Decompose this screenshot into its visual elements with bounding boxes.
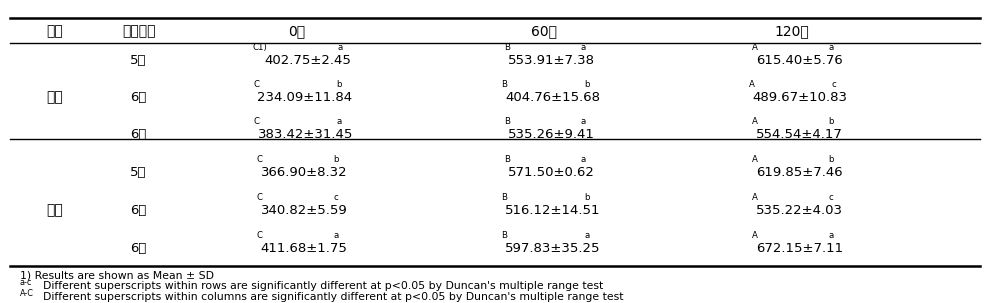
- Text: A: A: [751, 193, 757, 202]
- Text: b: b: [829, 117, 834, 126]
- Text: a: a: [334, 231, 339, 240]
- Text: b: b: [829, 155, 834, 164]
- Text: 품종: 품종: [47, 24, 62, 38]
- Text: 383.42±31.45: 383.42±31.45: [257, 128, 352, 141]
- Text: C: C: [256, 155, 262, 164]
- Text: 파주: 파주: [47, 90, 62, 104]
- Text: B: B: [501, 231, 507, 240]
- Text: Different superscripts within columns are significantly different at p<0.05 by D: Different superscripts within columns ar…: [43, 292, 623, 302]
- Text: A: A: [751, 117, 757, 126]
- Text: 1) Results are shown as Mean ± SD: 1) Results are shown as Mean ± SD: [20, 270, 214, 280]
- Text: A: A: [748, 80, 754, 89]
- Text: 411.68±1.75: 411.68±1.75: [260, 242, 347, 255]
- Text: C1): C1): [252, 43, 267, 52]
- Text: 404.76±15.68: 404.76±15.68: [505, 91, 600, 104]
- Text: 0일: 0일: [288, 24, 306, 38]
- Text: 파종시기: 파종시기: [122, 24, 155, 38]
- Text: 597.83±35.25: 597.83±35.25: [505, 242, 601, 255]
- Text: C: C: [253, 117, 259, 126]
- Text: 615.40±5.76: 615.40±5.76: [755, 54, 842, 67]
- Text: B: B: [501, 80, 507, 89]
- Text: 672.15±7.11: 672.15±7.11: [755, 242, 842, 255]
- Text: B: B: [504, 117, 510, 126]
- Text: C: C: [256, 193, 262, 202]
- Text: c: c: [832, 80, 837, 89]
- Text: 6中: 6中: [131, 91, 147, 104]
- Text: 6下: 6下: [131, 242, 147, 255]
- Text: 554.54±4.17: 554.54±4.17: [755, 128, 842, 141]
- Text: a-c: a-c: [20, 278, 32, 287]
- Text: 하동: 하동: [47, 203, 62, 217]
- Text: C: C: [256, 231, 262, 240]
- Text: a: a: [338, 43, 343, 52]
- Text: b: b: [584, 193, 589, 202]
- Text: Different superscripts within rows are significantly different at p<0.05 by Dunc: Different superscripts within rows are s…: [43, 281, 603, 291]
- Text: c: c: [334, 193, 338, 202]
- Text: b: b: [584, 80, 589, 89]
- Text: a: a: [581, 43, 586, 52]
- Text: 60일: 60일: [532, 24, 557, 38]
- Text: A: A: [751, 43, 757, 52]
- Text: a: a: [337, 117, 342, 126]
- Text: 535.22±4.03: 535.22±4.03: [755, 204, 842, 217]
- Text: A-C: A-C: [20, 289, 34, 298]
- Text: B: B: [504, 155, 510, 164]
- Text: A: A: [751, 155, 757, 164]
- Text: 6下: 6下: [131, 128, 147, 141]
- Text: b: b: [337, 80, 342, 89]
- Text: 366.90±8.32: 366.90±8.32: [260, 166, 347, 179]
- Text: A: A: [751, 231, 757, 240]
- Text: b: b: [334, 155, 339, 164]
- Text: 553.91±7.38: 553.91±7.38: [508, 54, 595, 67]
- Text: 6中: 6中: [131, 204, 147, 217]
- Text: 516.12±14.51: 516.12±14.51: [505, 204, 601, 217]
- Text: 120일: 120일: [774, 24, 810, 38]
- Text: a: a: [829, 43, 834, 52]
- Text: a: a: [829, 231, 834, 240]
- Text: 5下: 5下: [131, 54, 147, 67]
- Text: a: a: [581, 155, 586, 164]
- Text: c: c: [829, 193, 833, 202]
- Text: 5下: 5下: [131, 166, 147, 179]
- Text: 489.67±10.83: 489.67±10.83: [752, 91, 847, 104]
- Text: C: C: [253, 80, 259, 89]
- Text: 619.85±7.46: 619.85±7.46: [755, 166, 842, 179]
- Text: 402.75±2.45: 402.75±2.45: [264, 54, 351, 67]
- Text: B: B: [501, 193, 507, 202]
- Text: 234.09±11.84: 234.09±11.84: [257, 91, 352, 104]
- Text: B: B: [504, 43, 510, 52]
- Text: 340.82±5.59: 340.82±5.59: [260, 204, 347, 217]
- Text: a: a: [581, 117, 586, 126]
- Text: 535.26±9.41: 535.26±9.41: [508, 128, 595, 141]
- Text: a: a: [584, 231, 589, 240]
- Text: 571.50±0.62: 571.50±0.62: [508, 166, 595, 179]
